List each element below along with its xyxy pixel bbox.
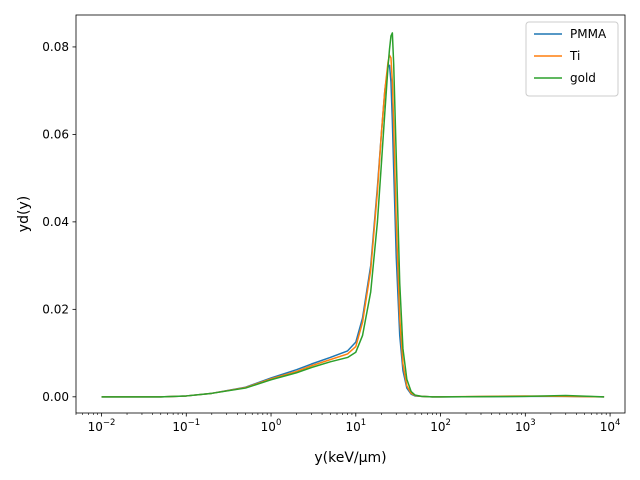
x-tick-label: 100 bbox=[261, 418, 282, 434]
x-tick-label: 104 bbox=[600, 418, 621, 434]
x-tick-label: 10−2 bbox=[88, 418, 116, 434]
y-axis-ticks: 0.00 0.02 0.04 0.06 0.08 bbox=[42, 40, 76, 404]
series-group bbox=[101, 32, 605, 398]
x-axis-ticks: 10−2 10−1 100 101 102 103 104 bbox=[75, 413, 621, 434]
legend: PMMA Ti gold bbox=[525, 21, 619, 97]
x-tick-label: 102 bbox=[430, 418, 451, 434]
x-tick-label: 10−1 bbox=[172, 418, 200, 434]
series-line-gold bbox=[101, 32, 605, 398]
legend-label-pmma: PMMA bbox=[570, 27, 607, 41]
y-tick-label: 0.08 bbox=[42, 40, 69, 54]
x-tick-label: 103 bbox=[515, 418, 536, 434]
y-axis-label: yd(y) bbox=[16, 196, 32, 232]
y-tick-label: 0.02 bbox=[42, 302, 69, 316]
y-tick-label: 0.00 bbox=[42, 390, 69, 404]
axes-frame bbox=[75, 14, 626, 414]
legend-label-gold: gold bbox=[570, 71, 596, 85]
x-axis-label: y(keV/µm) bbox=[314, 450, 386, 466]
legend-label-ti: Ti bbox=[569, 49, 580, 63]
y-tick-label: 0.06 bbox=[42, 127, 69, 141]
x-tick-label: 101 bbox=[345, 418, 366, 434]
y-tick-label: 0.04 bbox=[42, 215, 69, 229]
